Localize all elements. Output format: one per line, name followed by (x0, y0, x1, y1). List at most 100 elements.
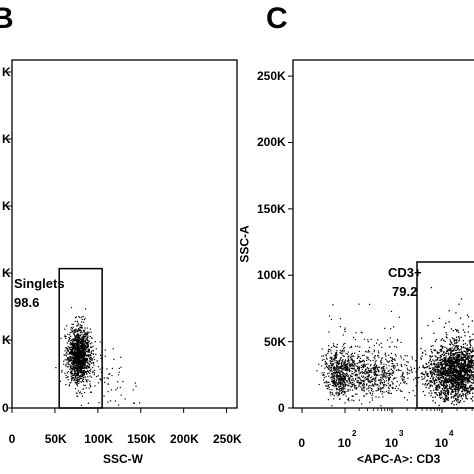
panel-c-event-dot (434, 371, 436, 373)
panel-c-event-dot (380, 361, 382, 363)
panel-b-event-dot (83, 371, 86, 373)
panel-c-event-dot (338, 368, 340, 370)
panel-c-event-dot (465, 388, 467, 391)
panel-c-x-tick-label: 10 (434, 436, 449, 450)
panel-b-event-dot (76, 331, 78, 333)
panel-c-event-dot (426, 373, 429, 375)
panel-c-event-dot (455, 379, 457, 381)
panel-c-event-dot (451, 374, 453, 377)
panel-c-event-dot (454, 353, 456, 355)
panel-b-event-dot (78, 316, 80, 318)
panel-c-event-dot (383, 370, 385, 372)
panel-c-event-dot (468, 381, 470, 383)
panel-c-event-dot (380, 368, 382, 370)
panel-c-event-dot (343, 361, 345, 363)
panel-c-event-dot (390, 392, 392, 395)
panel-c-event-dot (438, 317, 441, 319)
panel-c-event-dot (382, 368, 384, 370)
panel-c-event-dot (354, 374, 356, 376)
panel-b-event-dot (90, 362, 92, 364)
panel-c-event-dot (345, 363, 347, 365)
panel-c-event-dot (407, 369, 409, 371)
panel-c-event-dot (455, 390, 457, 392)
panel-c-event-dot (376, 368, 378, 371)
panel-c-event-dot (348, 400, 350, 402)
panel-c-event-dot (363, 384, 365, 386)
panel-c-event-dot (449, 371, 452, 373)
panel-b-event-dot (68, 385, 70, 387)
panel-c-event-dot (439, 387, 441, 389)
panel-b-event-dot (69, 343, 71, 345)
panel-c-event-dot (318, 363, 320, 365)
panel-c-event-dot (383, 365, 385, 368)
panel-c-event-dot (426, 384, 428, 386)
panel-c-event-dot (458, 372, 461, 374)
panel-b-event-dot (65, 337, 67, 339)
panel-c-event-dot (385, 358, 387, 360)
panel-c-event-dot (420, 347, 422, 350)
panel-c-event-dot (467, 366, 470, 368)
panel-c-event-dot (460, 380, 463, 383)
panel-c-event-dot (470, 369, 472, 372)
panel-c-event-dot (335, 384, 337, 386)
panel-b-event-dot (64, 354, 66, 356)
panel-b-event-dot (84, 364, 87, 366)
panel-c-event-dot (330, 394, 332, 396)
panel-b-event-dot (82, 380, 84, 382)
panel-c-event-dot (445, 358, 447, 360)
panel-b-event-dot (74, 371, 76, 373)
panel-c-event-dot (472, 364, 474, 366)
panel-b-event-dot (81, 344, 83, 346)
panel-c-event-dot (396, 380, 398, 383)
panel-c-event-dot (343, 378, 345, 381)
panel-c-event-dot (341, 371, 343, 373)
panel-c-event-dot (447, 371, 449, 373)
panel-c-event-dot (469, 377, 471, 379)
panel-c-event-dot (453, 358, 455, 360)
panel-c-event-dot (451, 360, 453, 362)
panel-c-event-dot (461, 352, 463, 355)
panel-b-event-dot (70, 344, 72, 346)
panel-c-event-dot (464, 354, 466, 356)
panel-b-event-dot (68, 336, 70, 339)
panel-b-event-dot (80, 371, 82, 373)
panel-c-event-dot (432, 396, 434, 398)
panel-c-event-dot (450, 370, 452, 372)
panel-c-event-dot (438, 392, 440, 394)
panel-c-event-dot (350, 353, 353, 355)
panel-c-event-dot (333, 379, 335, 381)
panel-c-event-dot (444, 379, 446, 382)
panel-b-event-dot (79, 326, 81, 328)
panel-c-event-dot (462, 389, 465, 391)
panel-b-event-dot (77, 336, 79, 338)
panel-c-event-dot (352, 360, 354, 362)
panel-c-event-dot (459, 366, 461, 368)
panel-c-event-dot (388, 390, 390, 392)
panel-c-event-dot (435, 389, 438, 391)
panel-b-event-dot (79, 361, 81, 363)
panel-c-event-dot (371, 394, 373, 396)
panel-c-event-dot (462, 376, 465, 378)
panel-c-event-dot (453, 374, 456, 376)
panel-b-event-dot (85, 347, 87, 349)
panel-c-event-dot (429, 355, 431, 358)
panel-c-event-dot (429, 381, 431, 383)
panel-c-event-dot (329, 391, 332, 393)
panel-c-event-dot (436, 371, 439, 373)
panel-c-event-dot (371, 385, 373, 387)
panel-b-event-dot (84, 365, 86, 367)
panel-b-event-dot (76, 345, 78, 347)
panel-b-event-dot (66, 348, 68, 350)
panel-c-event-dot (375, 364, 378, 366)
panel-c-event-dot (437, 377, 439, 379)
panel-c-event-dot (454, 328, 457, 331)
panel-c-event-dot (345, 395, 347, 397)
panel-c-event-dot (369, 382, 371, 384)
panel-c-event-dot (441, 371, 444, 373)
panel-c-event-dot (443, 385, 445, 387)
panel-b-event-dot (71, 350, 73, 352)
panel-c-event-dot (457, 386, 459, 388)
panel-b-event-dot (84, 336, 86, 338)
panel-c-event-dot (334, 353, 337, 355)
panel-c-event-dot (447, 388, 449, 390)
